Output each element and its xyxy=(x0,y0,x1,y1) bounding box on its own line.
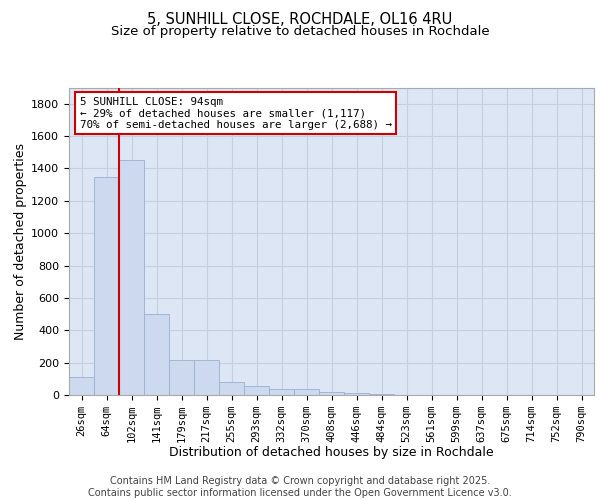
Bar xyxy=(194,360,219,395)
Text: 5 SUNHILL CLOSE: 94sqm
← 29% of detached houses are smaller (1,117)
70% of semi-: 5 SUNHILL CLOSE: 94sqm ← 29% of detached… xyxy=(79,96,392,130)
Bar xyxy=(344,394,369,395)
Bar xyxy=(169,360,194,395)
Text: 5, SUNHILL CLOSE, ROCHDALE, OL16 4RU: 5, SUNHILL CLOSE, ROCHDALE, OL16 4RU xyxy=(148,12,452,28)
Y-axis label: Number of detached properties: Number of detached properties xyxy=(14,143,27,340)
Bar xyxy=(94,176,119,395)
Bar xyxy=(69,377,94,395)
X-axis label: Distribution of detached houses by size in Rochdale: Distribution of detached houses by size … xyxy=(169,446,494,460)
Text: Size of property relative to detached houses in Rochdale: Size of property relative to detached ho… xyxy=(110,25,490,38)
Bar xyxy=(144,314,169,395)
Bar xyxy=(319,392,344,395)
Bar xyxy=(119,160,144,395)
Bar xyxy=(369,394,394,395)
Bar xyxy=(294,390,319,395)
Text: Contains HM Land Registry data © Crown copyright and database right 2025.
Contai: Contains HM Land Registry data © Crown c… xyxy=(88,476,512,498)
Bar xyxy=(244,386,269,395)
Bar xyxy=(269,390,294,395)
Bar xyxy=(219,382,244,395)
